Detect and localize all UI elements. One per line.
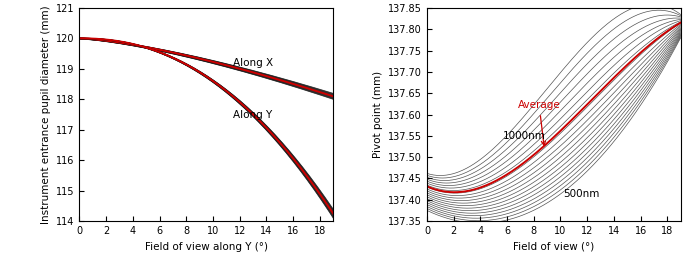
Text: Along X: Along X (233, 58, 273, 68)
Text: 1000nm: 1000nm (503, 131, 546, 142)
Text: Along Y: Along Y (233, 110, 272, 120)
X-axis label: Field of view along Y (°): Field of view along Y (°) (145, 241, 268, 251)
Text: 500nm: 500nm (563, 189, 600, 199)
Y-axis label: Instrument entrance pupil diameter (mm): Instrument entrance pupil diameter (mm) (41, 5, 50, 224)
Text: Average: Average (518, 100, 560, 145)
Y-axis label: Pivot point (mm): Pivot point (mm) (372, 71, 383, 158)
X-axis label: Field of view (°): Field of view (°) (513, 241, 594, 251)
